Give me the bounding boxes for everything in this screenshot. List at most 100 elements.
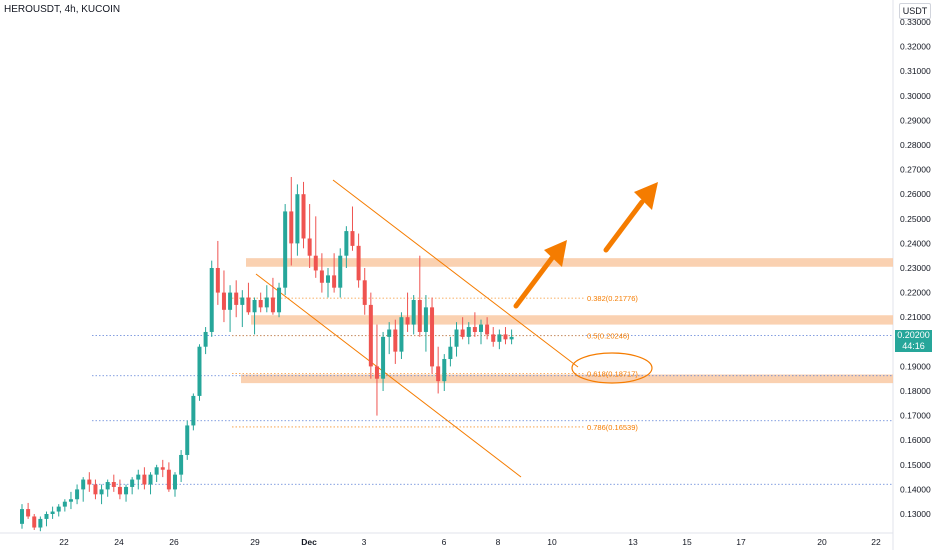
candle-body bbox=[44, 514, 49, 519]
candle-body bbox=[215, 268, 220, 293]
price-tick-label: 0.15000 bbox=[900, 460, 931, 470]
candle-body bbox=[277, 287, 282, 313]
candle-body bbox=[368, 304, 373, 367]
candle-body bbox=[93, 484, 98, 495]
candle-body bbox=[319, 270, 324, 283]
candle-body bbox=[166, 469, 171, 490]
candle-body bbox=[142, 474, 147, 485]
candle-body bbox=[264, 297, 269, 308]
candle-body bbox=[258, 299, 263, 308]
candle-body bbox=[270, 297, 275, 313]
time-tick-label: 8 bbox=[496, 537, 501, 547]
candle-body bbox=[393, 329, 398, 352]
candle-body bbox=[228, 292, 233, 310]
candle-body bbox=[460, 329, 465, 337]
time-tick-label: 29 bbox=[250, 537, 260, 547]
candle-body bbox=[295, 194, 300, 244]
price-tick-label: 0.16000 bbox=[900, 435, 931, 445]
bullish-arrow-head bbox=[634, 182, 658, 210]
candle-body bbox=[197, 346, 202, 396]
candle-body bbox=[221, 292, 226, 310]
last-price-value: 0.20200 bbox=[897, 330, 930, 340]
candle-body bbox=[491, 334, 496, 342]
time-tick-label: 17 bbox=[736, 537, 746, 547]
candle-body bbox=[56, 506, 61, 512]
candle-body bbox=[362, 280, 367, 305]
candle-body bbox=[234, 292, 239, 305]
candle-body bbox=[130, 479, 135, 487]
bullish-arrow-shaft bbox=[603, 199, 645, 253]
bullish-arrow-shaft bbox=[513, 255, 555, 309]
candle-body bbox=[87, 479, 92, 485]
candle-body bbox=[124, 486, 129, 495]
candle-body bbox=[448, 346, 453, 360]
candle-body bbox=[105, 482, 110, 490]
interval-label: 4h bbox=[64, 4, 76, 15]
candle-body bbox=[289, 211, 294, 244]
time-tick-label: 13 bbox=[628, 537, 638, 547]
time-tick-label: Dec bbox=[301, 537, 317, 547]
candle-body bbox=[381, 336, 386, 379]
price-tick-label: 0.26000 bbox=[900, 189, 931, 199]
price-tick-label: 0.21000 bbox=[900, 312, 931, 322]
price-tick-label: 0.17000 bbox=[900, 411, 931, 421]
candle-body bbox=[399, 317, 404, 352]
price-tick-label: 0.25000 bbox=[900, 214, 931, 224]
candle-body bbox=[405, 317, 410, 325]
bar-countdown: 44:16 bbox=[902, 341, 925, 351]
price-tick-label: 0.33000 bbox=[900, 17, 931, 27]
price-tick-label: 0.24000 bbox=[900, 238, 931, 248]
last-price-tag: 0.20200 44:16 bbox=[895, 330, 932, 352]
candle-body bbox=[417, 299, 422, 332]
channel-lower-line bbox=[255, 273, 522, 478]
candle-body bbox=[203, 331, 208, 347]
candle-body bbox=[179, 454, 184, 475]
supply-demand-zone bbox=[251, 315, 893, 325]
time-tick-label: 22 bbox=[59, 537, 69, 547]
price-tick-label: 0.29000 bbox=[900, 115, 931, 125]
time-tick-label: 15 bbox=[682, 537, 692, 547]
candle-body bbox=[117, 486, 122, 495]
candle-body bbox=[350, 231, 355, 246]
candle-body bbox=[148, 474, 153, 485]
channel-upper-line bbox=[332, 179, 579, 368]
price-tick-label: 0.30000 bbox=[900, 91, 931, 101]
symbol-label: HEROUSDT bbox=[4, 4, 60, 15]
candle-body bbox=[26, 509, 31, 517]
candle-body bbox=[246, 297, 251, 313]
fib-level-label: 0.618(0.18717) bbox=[587, 369, 638, 378]
price-tick-label: 0.13000 bbox=[900, 509, 931, 519]
candle-body bbox=[356, 245, 361, 281]
candle-body bbox=[411, 299, 416, 325]
candle-body bbox=[387, 329, 392, 337]
exchange-label: KUCOIN bbox=[81, 4, 121, 15]
candle-body bbox=[509, 336, 514, 340]
price-tick-label: 0.31000 bbox=[900, 66, 931, 76]
candle-body bbox=[283, 211, 288, 288]
price-tick-label: 0.18000 bbox=[900, 386, 931, 396]
candle-body bbox=[81, 479, 86, 490]
time-tick-label: 26 bbox=[169, 537, 179, 547]
candle-body bbox=[301, 194, 306, 239]
bullish-arrow-head bbox=[544, 240, 567, 267]
candle-body bbox=[99, 489, 104, 495]
time-tick-label: 6 bbox=[442, 537, 447, 547]
candle-body bbox=[326, 275, 330, 283]
candle-body bbox=[240, 297, 245, 305]
supply-demand-zone bbox=[241, 374, 893, 384]
candle-body bbox=[423, 307, 428, 332]
candle-body bbox=[32, 516, 37, 528]
price-tick-label: 0.32000 bbox=[900, 42, 931, 52]
supply-demand-zone bbox=[246, 258, 893, 267]
price-tick-label: 0.28000 bbox=[900, 140, 931, 150]
fib-level-label: 0.786(0.16539) bbox=[587, 423, 638, 432]
currency-selector[interactable]: USDT bbox=[899, 3, 931, 19]
candle-body bbox=[75, 489, 80, 500]
candle-body bbox=[50, 511, 55, 514]
candle-body bbox=[160, 467, 165, 470]
time-tick-label: 3 bbox=[362, 537, 367, 547]
candle-body bbox=[209, 268, 214, 332]
price-tick-label: 0.22000 bbox=[900, 288, 931, 298]
